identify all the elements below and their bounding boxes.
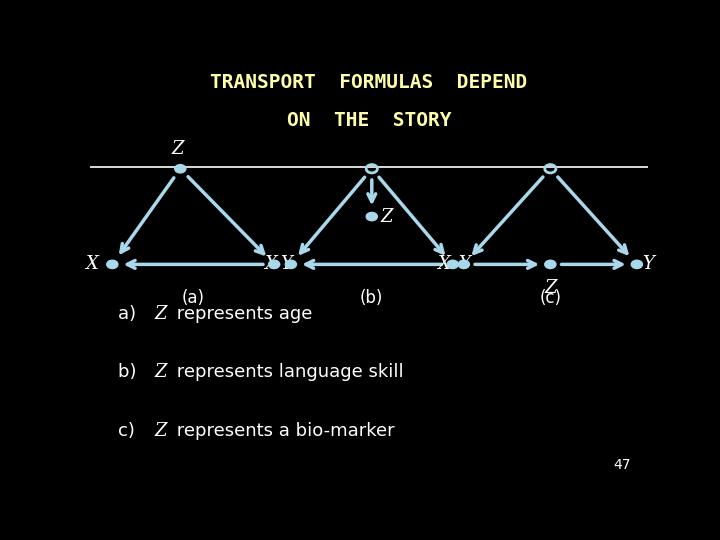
Circle shape [285,260,297,268]
Text: (c): (c) [539,289,562,307]
Text: Z: Z [154,363,166,381]
Circle shape [107,260,118,268]
Text: represents language skill: represents language skill [171,363,403,381]
Text: (a): (a) [181,289,204,307]
Text: Y: Y [280,255,292,273]
Circle shape [366,212,377,221]
Circle shape [175,165,186,173]
Text: represents age: represents age [171,305,312,323]
Text: Y: Y [642,255,654,273]
Text: Z: Z [154,305,166,323]
Text: (b): (b) [360,289,384,307]
Text: 47: 47 [613,458,631,472]
Text: X: X [264,255,277,273]
Text: X: X [437,255,450,273]
Circle shape [459,260,469,268]
Text: TRANSPORT  FORMULAS  DEPEND: TRANSPORT FORMULAS DEPEND [210,73,528,92]
Text: b): b) [118,363,151,381]
Text: Z: Z [171,140,184,158]
Circle shape [545,260,556,268]
Circle shape [447,260,458,268]
Text: Z: Z [544,279,557,297]
Circle shape [631,260,642,268]
Text: a): a) [118,305,150,323]
Text: Z: Z [154,422,166,440]
Text: c): c) [118,422,150,440]
Text: X: X [86,255,99,273]
Text: represents a bio-marker: represents a bio-marker [171,422,395,440]
Circle shape [269,260,279,268]
Text: Y: Y [459,255,470,273]
Text: Z: Z [380,207,392,226]
Text: ON  THE  STORY: ON THE STORY [287,111,451,130]
